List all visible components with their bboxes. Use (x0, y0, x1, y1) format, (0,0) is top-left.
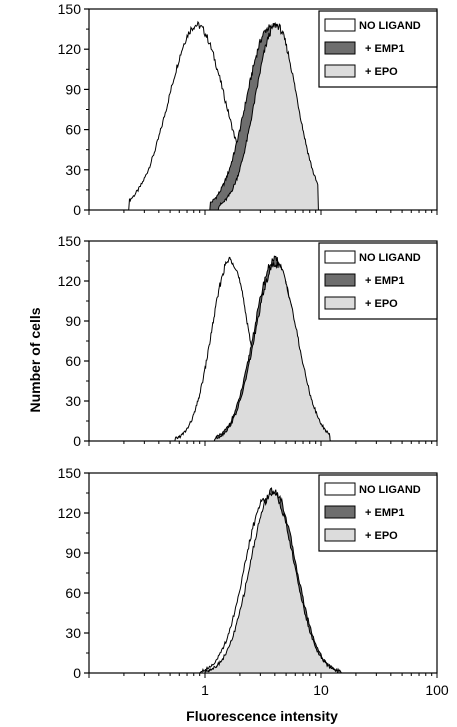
y-tick-label: 120 (58, 505, 82, 521)
legend-label: + EMP1 (365, 43, 404, 55)
y-tick-label: 0 (73, 665, 81, 681)
y-tick-label: 90 (65, 81, 81, 97)
x-tick-label: 100 (425, 682, 449, 698)
histogram-epo (217, 22, 319, 211)
y-tick-label: 120 (58, 273, 82, 289)
legend-swatch (324, 505, 356, 519)
legend-label: + EMP1 (365, 275, 404, 287)
legend-label: NO LIGAND (359, 252, 421, 264)
legend-swatch (324, 250, 356, 264)
y-tick-label: 150 (58, 233, 82, 249)
panel-2: 0 30 60 90 120 150 NO LIGAND + EMP1 + EPO (58, 233, 438, 449)
legend-label: NO LIGAND (359, 20, 421, 32)
legend-label: + EPO (365, 66, 398, 78)
legend-label: NO LIGAND (359, 484, 421, 496)
histogram-epo (204, 492, 339, 674)
y-tick-label: 150 (58, 1, 82, 17)
panels: 0 30 60 90 120 150 NO LIGAND + EMP1 + EPO 0 30 60 90… (58, 1, 449, 698)
legend: NO LIGAND + EMP1 + EPO (318, 474, 438, 552)
panel-3: 0 30 60 90 120 150 1 10 100 NO LIGAND + EMP1 + EPO (58, 465, 449, 698)
y-axis-title: Number of cells (27, 307, 43, 412)
legend-swatch (324, 482, 356, 496)
y-tick-label: 90 (65, 313, 81, 329)
legend-swatch (324, 18, 356, 32)
y-tick-label: 30 (65, 625, 81, 641)
y-tick-label: 0 (73, 202, 81, 218)
histogram-no-ligand (128, 20, 254, 211)
y-tick-label: 90 (65, 545, 81, 561)
legend-swatch (324, 64, 356, 78)
y-tick-label: 60 (65, 353, 81, 369)
y-tick-label: 30 (65, 393, 81, 409)
legend-swatch (324, 296, 356, 310)
panel-1: 0 30 60 90 120 150 NO LIGAND + EMP1 + EPO (58, 1, 438, 218)
x-tick-label: 10 (313, 682, 329, 698)
y-tick-label: 120 (58, 41, 82, 57)
legend: NO LIGAND + EMP1 + EPO (318, 242, 438, 320)
y-tick-label: 30 (65, 162, 81, 178)
y-tick-label: 0 (73, 433, 81, 449)
x-axis-title: Fluorescence intensity (186, 708, 338, 724)
x-tick-label: 1 (201, 682, 209, 698)
legend-swatch (324, 41, 356, 55)
y-tick-label: 60 (65, 122, 81, 138)
histogram-epo (213, 260, 331, 442)
legend-label: + EPO (365, 298, 398, 310)
y-tick-label: 150 (58, 465, 82, 481)
legend-label: + EPO (365, 530, 398, 542)
legend-label: + EMP1 (365, 507, 404, 519)
y-tick-label: 60 (65, 585, 81, 601)
legend-swatch (324, 273, 356, 287)
legend-swatch (324, 528, 356, 542)
legend: NO LIGAND + EMP1 + EPO (318, 10, 438, 88)
